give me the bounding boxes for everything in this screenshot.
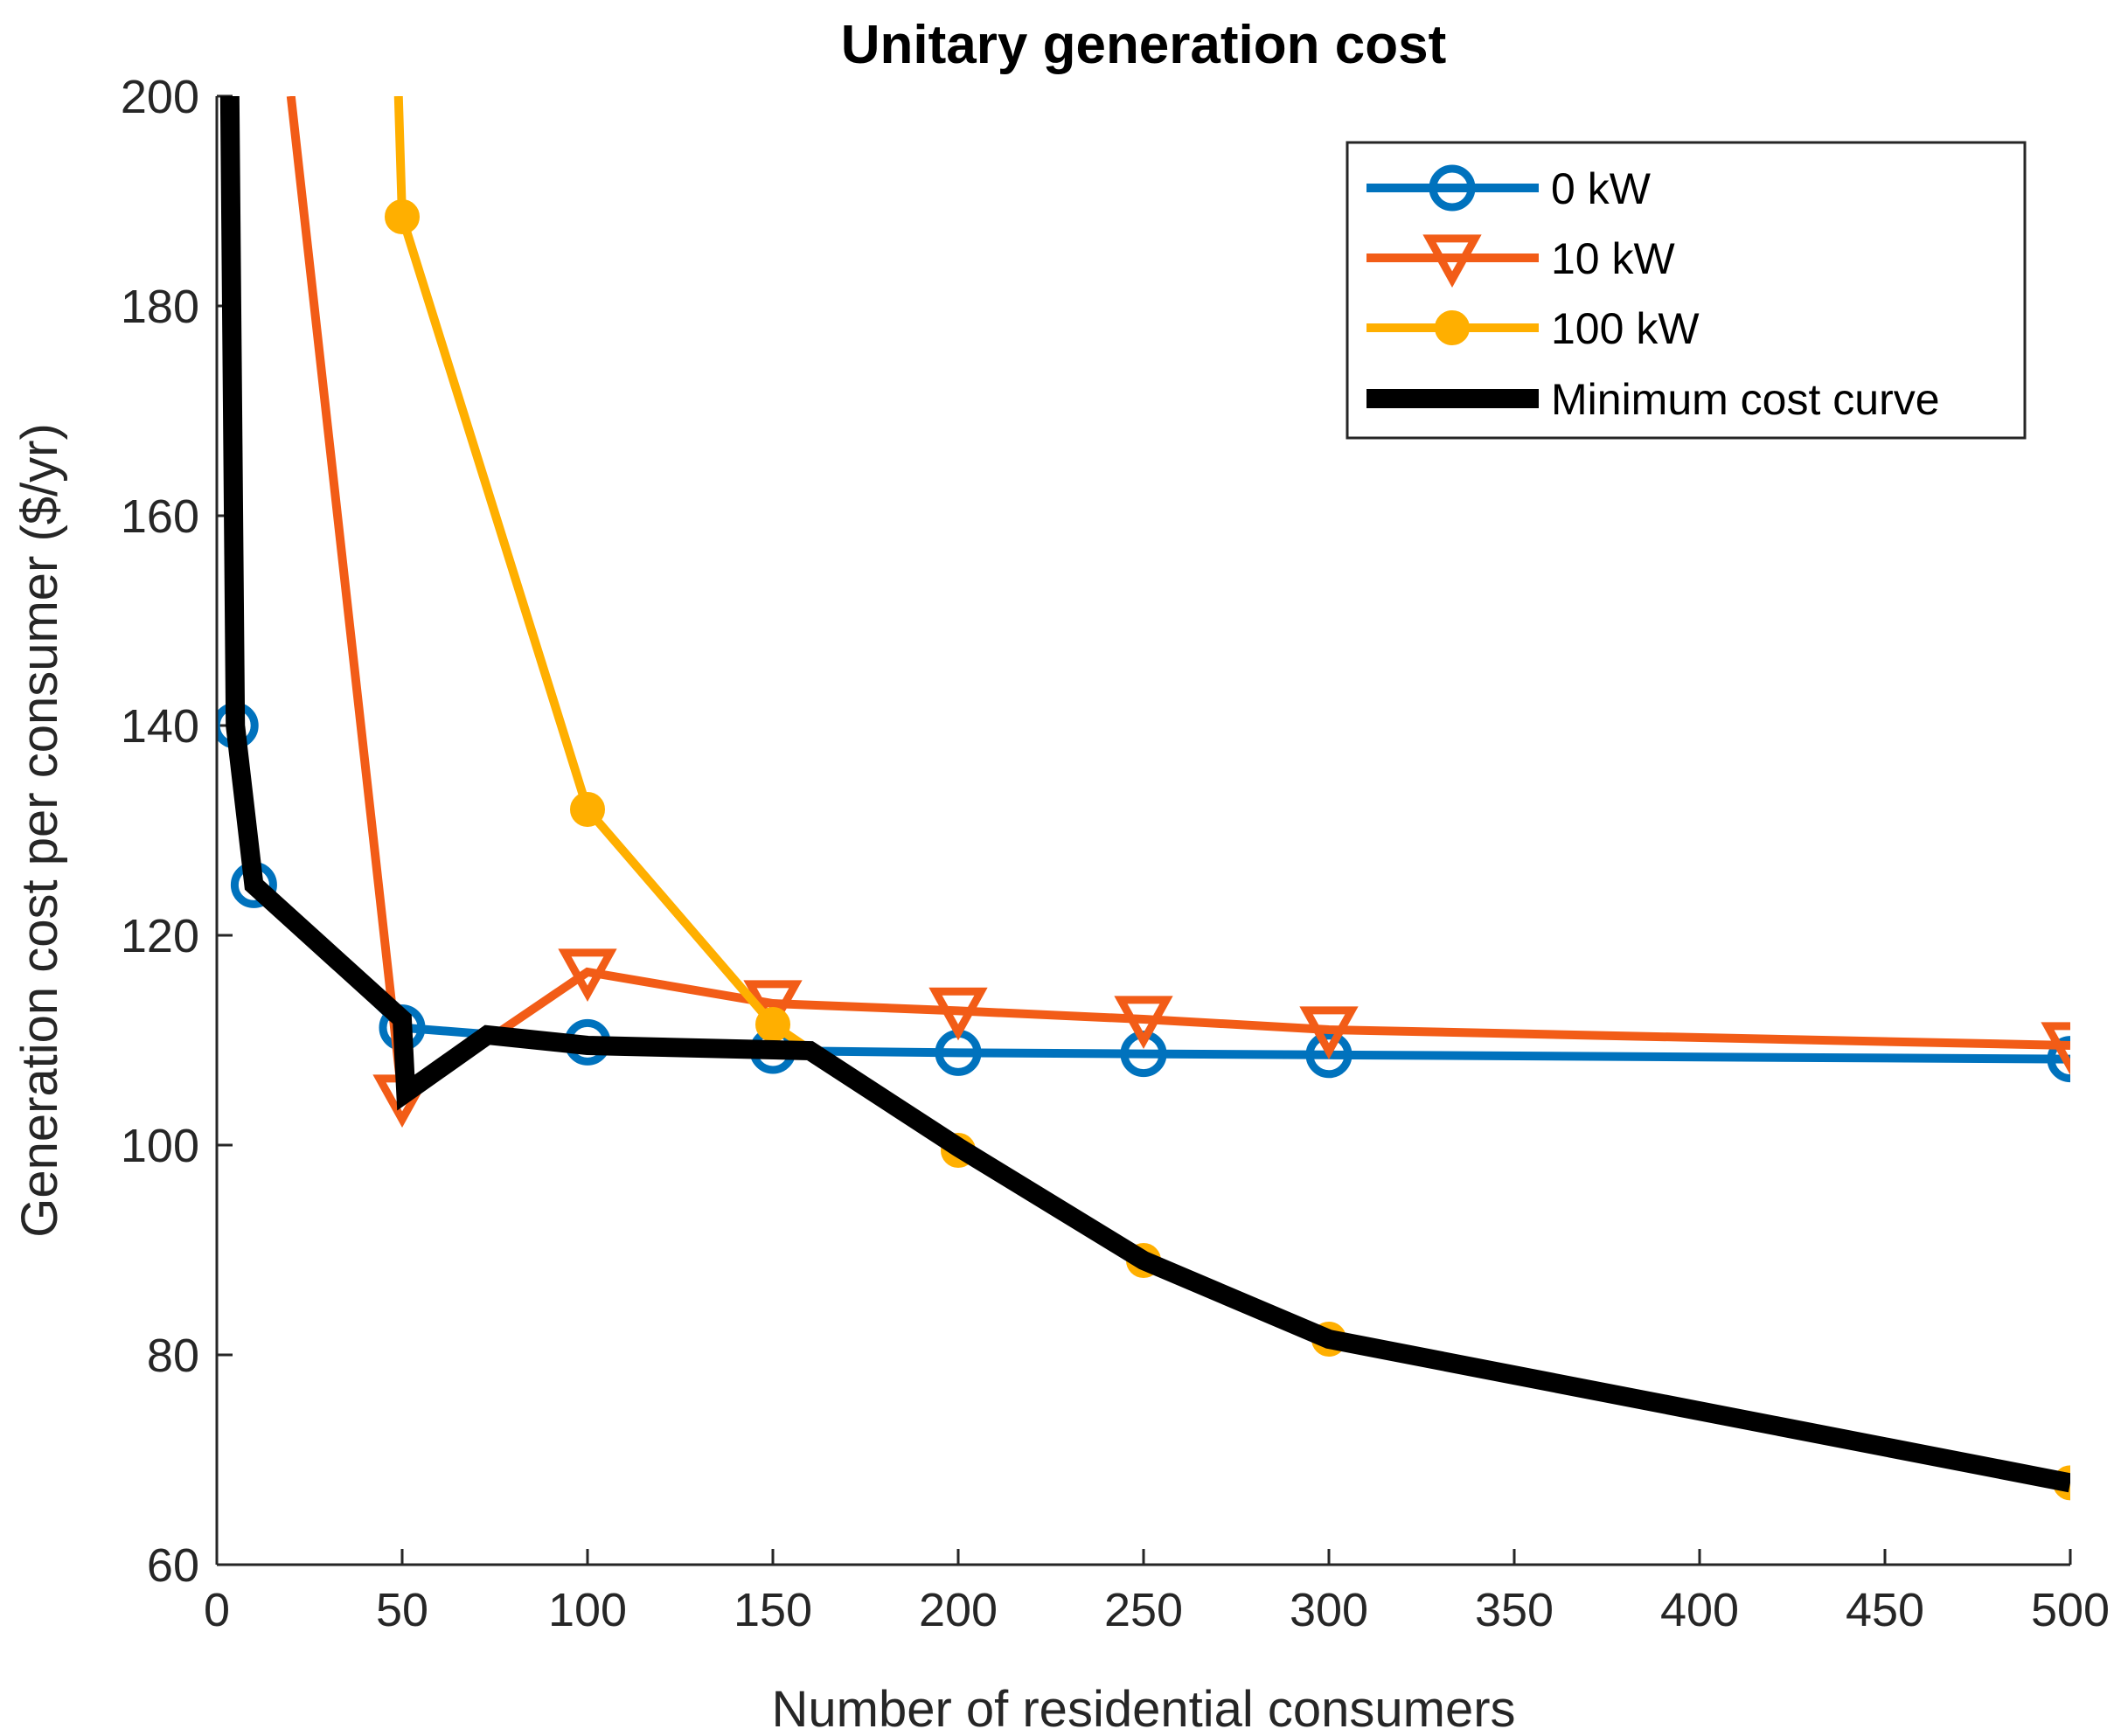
y-axis-label: Generation cost per consumer ($/yr) <box>11 423 68 1238</box>
x-axis-ticks: 0 50 100 150 200 250 300 350 400 450 500 <box>204 1549 2110 1636</box>
data-point-10-kw <box>558 948 617 1002</box>
x-tick-label: 400 <box>1660 1584 1739 1636</box>
y-tick-label: 60 <box>147 1539 199 1592</box>
y-tick-label: 160 <box>121 490 199 543</box>
data-point-100-kw <box>385 199 420 234</box>
data-point-0-kw <box>2047 1036 2070 1083</box>
data-point-10-kw <box>2041 1022 2070 1075</box>
legend-marker-0-kw <box>1429 164 1476 212</box>
x-tick-label: 50 <box>376 1584 428 1636</box>
legend-label-10-kw: 10 kW <box>1551 234 1676 283</box>
legend-label-minimum-cost-curve: Minimum cost curve <box>1551 375 1940 424</box>
legend-marker-100-kw <box>1435 310 1470 345</box>
y-tick-label: 120 <box>121 910 199 962</box>
series-line-0-kw <box>231 725 2070 1064</box>
y-tick-label: 200 <box>121 71 199 123</box>
x-tick-label: 500 <box>2031 1584 2110 1636</box>
x-tick-label: 250 <box>1104 1584 1183 1636</box>
data-point-0-kw <box>1305 1031 1353 1079</box>
data-point-100-kw <box>570 792 605 827</box>
x-axis-label: Number of residential consumers <box>771 1681 1515 1736</box>
data-point-100-kw <box>755 1007 790 1042</box>
legend-label-0-kw: 0 kW <box>1551 164 1652 213</box>
legend: 0 kW 10 kW 100 kW Minimum cost curve <box>1346 141 2027 440</box>
x-tick-label: 150 <box>734 1584 812 1636</box>
x-tick-label: 300 <box>1290 1584 1368 1636</box>
x-tick-label: 0 <box>204 1584 230 1636</box>
legend-marker-10-kw <box>1422 234 1482 288</box>
x-tick-label: 100 <box>548 1584 627 1636</box>
data-point-10-kw <box>928 987 988 1041</box>
y-tick-label: 100 <box>121 1120 199 1172</box>
x-tick-label: 350 <box>1475 1584 1554 1636</box>
chart-title: Unitary generation cost <box>841 15 1446 75</box>
x-tick-label: 450 <box>1846 1584 1924 1636</box>
legend-label-100-kw: 100 kW <box>1551 304 1700 353</box>
y-tick-label: 80 <box>147 1330 199 1382</box>
y-tick-label: 140 <box>121 700 199 753</box>
data-point-10-kw <box>1299 1006 1359 1059</box>
y-axis-ticks: 60 80 100 120 140 160 180 200 <box>121 71 233 1592</box>
series-line-minimum-cost-curve <box>219 96 2070 1493</box>
plot-area <box>217 96 2070 1501</box>
series-minimum-cost-curve <box>219 96 2070 1493</box>
y-tick-label: 180 <box>121 281 199 333</box>
data-point-10-kw <box>1114 996 1173 1049</box>
x-tick-label: 200 <box>919 1584 998 1636</box>
